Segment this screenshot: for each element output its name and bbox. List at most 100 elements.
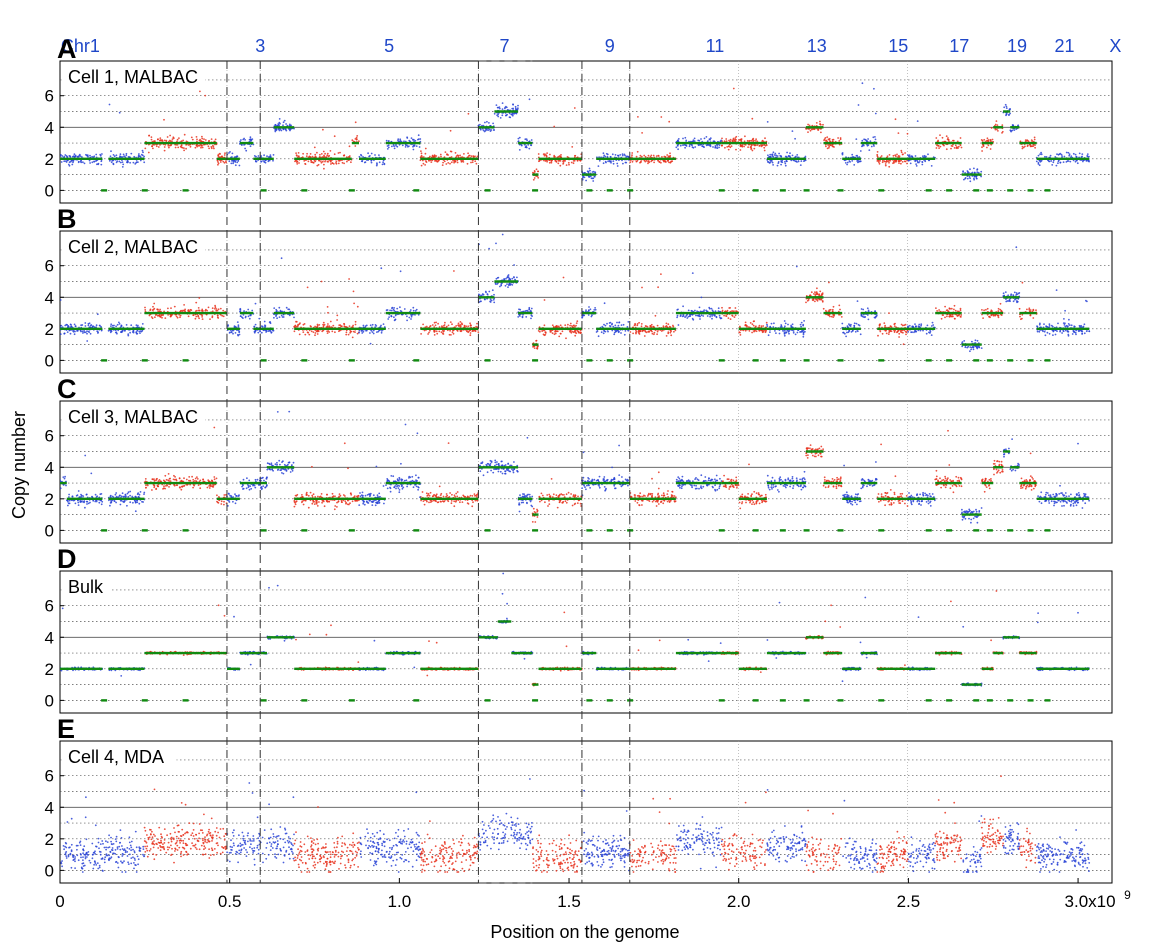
data-point bbox=[501, 108, 504, 110]
data-point bbox=[443, 324, 446, 326]
data-point bbox=[901, 153, 904, 156]
data-point bbox=[428, 160, 430, 162]
data-point bbox=[830, 315, 833, 318]
data-point bbox=[369, 342, 372, 345]
data-point bbox=[641, 132, 643, 134]
data-point bbox=[521, 315, 524, 318]
data-point bbox=[874, 310, 876, 312]
data-point bbox=[758, 145, 761, 147]
data-point bbox=[224, 152, 226, 155]
data-point bbox=[959, 315, 962, 318]
data-point bbox=[501, 102, 504, 104]
data-point bbox=[318, 324, 321, 326]
data-point bbox=[122, 153, 125, 156]
data-point bbox=[914, 155, 917, 157]
data-point bbox=[93, 160, 95, 163]
data-point bbox=[922, 155, 924, 158]
data-point bbox=[76, 155, 79, 158]
data-point bbox=[64, 324, 67, 327]
data-point bbox=[493, 301, 496, 304]
data-point bbox=[385, 139, 388, 142]
data-point bbox=[744, 321, 747, 324]
data-point bbox=[63, 332, 66, 335]
data-point bbox=[761, 331, 764, 334]
data-point bbox=[135, 324, 138, 327]
data-point bbox=[214, 306, 217, 309]
data-point bbox=[840, 316, 843, 318]
data-point bbox=[393, 147, 396, 150]
data-point bbox=[902, 331, 904, 334]
data-point bbox=[587, 314, 590, 316]
data-point bbox=[321, 160, 324, 163]
data-point bbox=[230, 162, 233, 165]
data-point bbox=[655, 155, 658, 158]
data-point bbox=[519, 315, 521, 317]
data-point bbox=[622, 162, 624, 165]
data-point bbox=[95, 153, 98, 156]
data-point bbox=[969, 168, 971, 171]
data-point bbox=[350, 330, 353, 333]
data-point bbox=[1067, 160, 1070, 162]
data-point bbox=[560, 154, 562, 156]
data-point bbox=[424, 152, 427, 155]
data-point bbox=[827, 144, 829, 146]
data-point bbox=[958, 313, 961, 316]
data-point bbox=[575, 332, 578, 335]
data-point bbox=[187, 315, 190, 318]
data-point bbox=[322, 128, 324, 131]
data-point bbox=[777, 162, 780, 165]
data-point bbox=[309, 153, 312, 155]
data-point bbox=[329, 150, 332, 152]
data-point bbox=[720, 317, 723, 319]
data-point bbox=[1078, 152, 1081, 155]
data-point bbox=[972, 346, 975, 349]
data-point bbox=[407, 145, 409, 148]
data-point bbox=[350, 161, 352, 164]
data-point bbox=[1032, 308, 1035, 311]
data-point bbox=[802, 331, 805, 334]
data-point bbox=[132, 331, 135, 334]
data-point bbox=[487, 129, 489, 132]
chromosome-label: 21 bbox=[1054, 36, 1074, 56]
data-point bbox=[322, 150, 325, 153]
data-point bbox=[844, 332, 846, 335]
data-point bbox=[341, 161, 344, 164]
data-point bbox=[973, 178, 975, 181]
data-point bbox=[685, 144, 687, 147]
y-tick-label: 6 bbox=[45, 87, 54, 106]
data-point bbox=[602, 162, 605, 165]
data-point bbox=[517, 107, 519, 110]
data-point bbox=[1054, 156, 1057, 158]
data-point bbox=[486, 120, 488, 123]
data-point bbox=[876, 155, 879, 157]
data-point bbox=[907, 331, 910, 333]
data-point bbox=[693, 137, 696, 140]
data-point bbox=[604, 330, 607, 333]
data-point bbox=[471, 161, 474, 164]
data-point bbox=[115, 154, 118, 157]
data-point bbox=[514, 278, 516, 281]
data-point bbox=[191, 138, 194, 141]
data-point bbox=[251, 309, 254, 312]
data-point bbox=[354, 323, 357, 326]
data-point bbox=[211, 315, 214, 318]
data-point bbox=[1042, 330, 1044, 333]
data-point bbox=[1037, 161, 1040, 164]
data-point bbox=[715, 316, 718, 319]
data-point bbox=[337, 162, 340, 165]
data-point bbox=[650, 323, 653, 326]
panel-frame bbox=[59, 60, 1113, 204]
data-point bbox=[443, 160, 446, 163]
data-point bbox=[316, 326, 319, 328]
data-point bbox=[1068, 318, 1070, 321]
data-point bbox=[1043, 330, 1046, 333]
data-point bbox=[643, 335, 646, 337]
data-point bbox=[672, 325, 675, 328]
data-point bbox=[889, 159, 892, 162]
data-point bbox=[784, 322, 787, 325]
data-point bbox=[997, 307, 1000, 310]
data-point bbox=[585, 309, 587, 312]
data-point bbox=[800, 325, 802, 328]
data-point bbox=[163, 139, 166, 142]
data-point bbox=[492, 129, 495, 131]
